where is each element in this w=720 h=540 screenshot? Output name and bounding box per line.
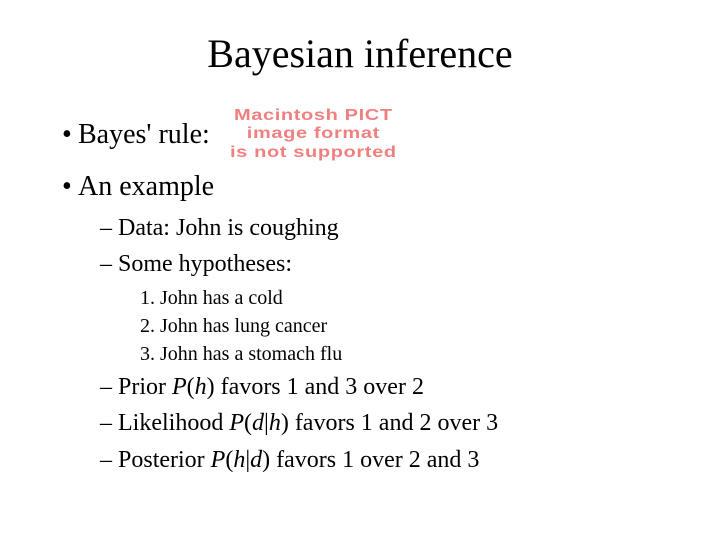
bullet-an-example-text: An example — [78, 171, 214, 202]
prior-P: P — [172, 374, 187, 400]
dash-icon: – — [100, 212, 118, 244]
pict-error-placeholder: Macintosh PICT image format is not suppo… — [230, 107, 397, 162]
sub-data-text: Data: John is coughing — [118, 215, 339, 241]
bullet-bayes-rule-text: Bayes' rule: — [78, 116, 210, 154]
like-close: ) — [281, 410, 289, 436]
dash-icon: – — [100, 248, 118, 280]
bullet-dot-icon: • — [62, 168, 78, 206]
prior-post: favors 1 and 3 over 2 — [215, 374, 424, 400]
bullet-an-example: •An example — [62, 168, 680, 206]
like-post: favors 1 and 2 over 3 — [289, 410, 498, 436]
dash-icon: – — [100, 407, 118, 439]
like-d: d — [252, 410, 264, 436]
like-P: P — [229, 410, 244, 436]
post-close: ) — [262, 447, 270, 473]
post-h: h — [233, 447, 245, 473]
hypothesis-2: 2. John has lung cancer — [140, 313, 680, 339]
conclusion-posterior: –Posterior P(h|d) favors 1 over 2 and 3 — [100, 444, 680, 476]
like-h: h — [269, 410, 281, 436]
pict-error-line2: image format — [247, 125, 380, 142]
like-pre: Likelihood — [118, 410, 229, 436]
sub-hypotheses: –Some hypotheses: — [100, 248, 680, 280]
prior-open: ( — [187, 374, 195, 400]
hypothesis-3: 3. John has a stomach flu — [140, 341, 680, 367]
bullet-dot-icon: • — [62, 116, 78, 154]
post-post: favors 1 over 2 and 3 — [270, 447, 479, 473]
like-open: ( — [244, 410, 252, 436]
hypothesis-1: 1. John has a cold — [140, 285, 680, 311]
post-P: P — [211, 447, 226, 473]
prior-close: ) — [207, 374, 215, 400]
dash-icon: – — [100, 371, 118, 403]
post-d: d — [250, 447, 262, 473]
post-pre: Posterior — [118, 447, 211, 473]
slide: Bayesian inference • Bayes' rule: Macint… — [0, 0, 720, 540]
prior-pre: Prior — [118, 374, 172, 400]
pict-error-line3: is not supported — [230, 144, 397, 161]
dash-icon: – — [100, 444, 118, 476]
sub-data: –Data: John is coughing — [100, 212, 680, 244]
bullet-bayes-rule-row: • Bayes' rule: Macintosh PICT image form… — [62, 107, 680, 162]
conclusion-prior: –Prior P(h) favors 1 and 3 over 2 — [100, 371, 680, 403]
slide-title: Bayesian inference — [40, 30, 680, 77]
prior-h: h — [195, 374, 207, 400]
sub-hypotheses-text: Some hypotheses: — [118, 251, 292, 277]
pict-error-line1: Macintosh PICT — [234, 107, 393, 124]
conclusion-likelihood: –Likelihood P(d|h) favors 1 and 2 over 3 — [100, 407, 680, 439]
